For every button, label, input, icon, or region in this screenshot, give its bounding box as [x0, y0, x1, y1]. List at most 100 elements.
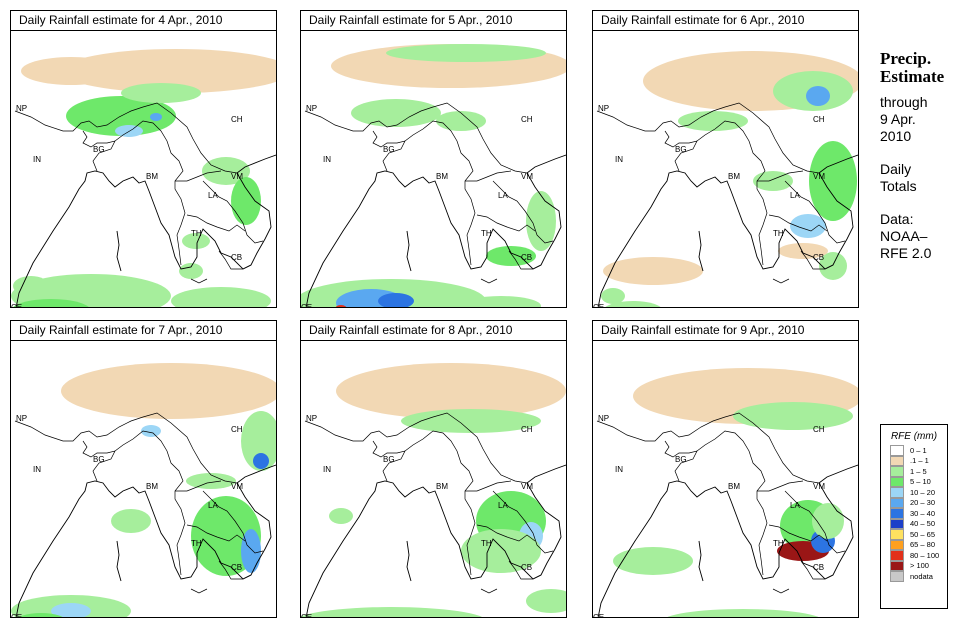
country-label: CE — [11, 613, 22, 617]
country-border — [372, 440, 406, 482]
rain-area — [111, 509, 151, 533]
country-border — [186, 524, 246, 542]
country-label: NP — [598, 414, 609, 423]
rain-area — [819, 252, 847, 280]
country-border — [14, 412, 238, 484]
rain-area — [806, 86, 830, 106]
country-label: BG — [93, 145, 105, 154]
andaman-islands — [116, 540, 122, 582]
country-border — [757, 480, 804, 492]
legend-label: 30 – 40 — [910, 508, 936, 518]
country-border — [784, 180, 846, 244]
legend-label: 1 – 5 — [910, 466, 927, 476]
panel-apr-7: Daily Rainfall estimate for 7 Apr., 2010… — [10, 320, 277, 618]
country-label: CH — [231, 115, 243, 124]
country-border — [768, 524, 828, 542]
andaman-islands — [406, 230, 412, 272]
coastline — [597, 154, 858, 307]
rain-area — [790, 214, 826, 238]
rain-area — [141, 425, 161, 437]
panel-title: Daily Rainfall estimate for 8 Apr., 2010 — [300, 320, 567, 341]
legend-swatch — [890, 529, 904, 540]
country-label: NP — [16, 104, 27, 113]
caption-heading-1: Precip. — [880, 49, 932, 68]
rain-area — [335, 305, 347, 307]
rain-area — [812, 503, 844, 539]
country-label: LA — [208, 191, 218, 200]
country-label: CH — [521, 425, 533, 434]
country-label: LA — [498, 191, 508, 200]
legend-label: 40 – 50 — [910, 519, 936, 529]
country-label: CB — [813, 563, 824, 572]
andaman-islands — [116, 230, 122, 272]
country-label: BM — [436, 482, 448, 491]
rainfall-map-svg: NP CH IN BG BM VM LA TH CB CE — [593, 51, 858, 307]
country-border — [175, 170, 222, 182]
rain-area — [121, 83, 201, 103]
country-border — [404, 120, 476, 266]
country-label: IN — [615, 155, 623, 164]
legend-item: nodata — [881, 571, 947, 582]
rainfall-map-svg: NP CH IN BG BM VM LA TH CB CE — [593, 368, 858, 617]
legend-item: 5 – 10 — [881, 476, 947, 487]
country-border — [175, 480, 222, 492]
rain-area — [461, 529, 541, 573]
panel-apr-5: Daily Rainfall estimate for 5 Apr., 2010… — [300, 10, 567, 308]
country-border — [800, 250, 834, 270]
country-border — [757, 170, 804, 182]
country-border — [492, 490, 554, 554]
country-label: IN — [33, 465, 41, 474]
country-label: TH — [191, 539, 202, 548]
country-label: CH — [521, 115, 533, 124]
rain-area — [667, 609, 819, 617]
country-border — [465, 170, 512, 182]
country-label: CH — [231, 425, 243, 434]
country-label: IN — [323, 155, 331, 164]
country-border — [492, 180, 554, 244]
rain-area — [461, 296, 541, 307]
rainfall-map-svg: NP CH IN BG BM VM LA TH CB CE — [301, 363, 566, 617]
country-label: BM — [146, 482, 158, 491]
legend-item: 65 – 80 — [881, 539, 947, 550]
country-label: BM — [728, 172, 740, 181]
legend-item: 30 – 40 — [881, 508, 947, 519]
country-label: CE — [11, 303, 22, 307]
country-border — [476, 524, 536, 542]
legend-label: 65 – 80 — [910, 540, 936, 550]
country-label: NP — [598, 104, 609, 113]
country-label: TH — [773, 229, 784, 238]
rain-area — [19, 613, 63, 617]
legend-label: 0 – 1 — [910, 445, 927, 455]
country-border — [664, 130, 698, 172]
country-label: TH — [481, 229, 492, 238]
country-border — [304, 102, 528, 174]
country-label: NP — [306, 104, 317, 113]
country-label: BG — [93, 455, 105, 464]
country-border — [784, 490, 846, 554]
rain-area — [603, 257, 703, 285]
rainfall-map: NP CH IN BG BM VM LA TH CB CE — [300, 341, 567, 618]
country-border — [596, 102, 820, 174]
country-label: VM — [813, 482, 825, 491]
country-label: IN — [323, 465, 331, 474]
country-label: NP — [306, 414, 317, 423]
rain-area — [678, 111, 748, 131]
legend-label: 10 – 20 — [910, 487, 936, 497]
rain-area — [401, 409, 541, 433]
country-label: BG — [383, 145, 395, 154]
legend-item: .1 – 1 — [881, 455, 947, 466]
legend-swatch — [890, 550, 904, 561]
caption-totals: Totals — [880, 178, 917, 194]
rain-area — [171, 287, 271, 307]
country-border — [82, 130, 116, 172]
rain-area — [486, 246, 536, 266]
country-border — [404, 430, 476, 576]
country-border — [465, 480, 512, 492]
rain-area — [13, 276, 49, 296]
legend-item: 40 – 50 — [881, 518, 947, 529]
country-border — [202, 180, 264, 244]
legend-item: 1 – 5 — [881, 466, 947, 477]
legend-item: > 100 — [881, 560, 947, 571]
rain-area — [253, 453, 269, 469]
